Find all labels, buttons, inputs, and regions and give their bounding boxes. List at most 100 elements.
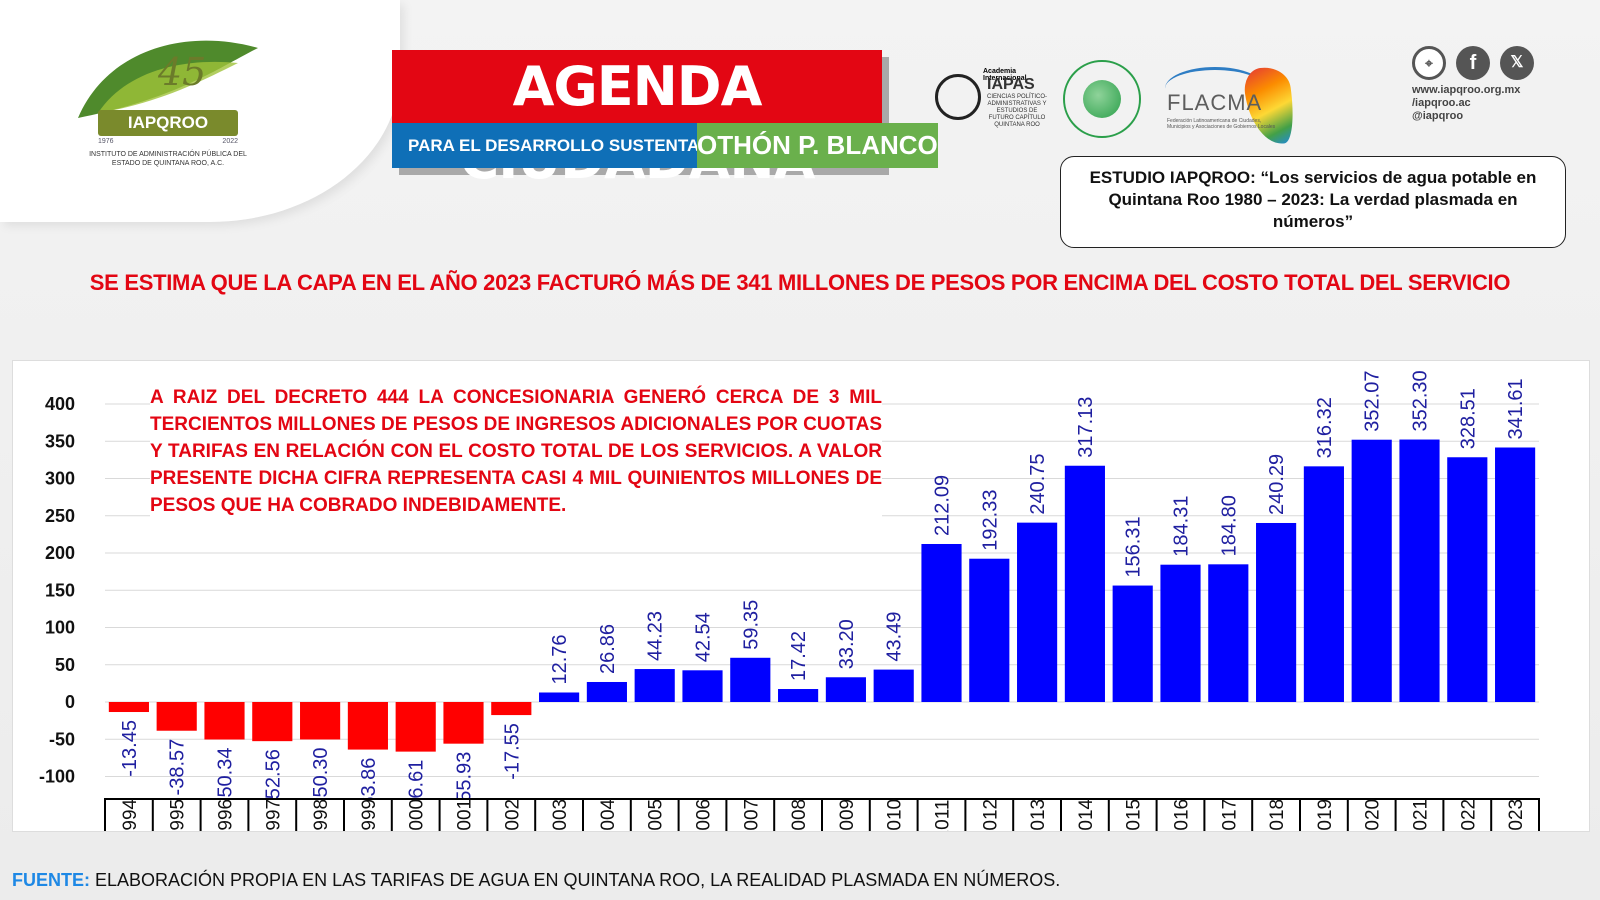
bar-1998 [300,702,341,740]
data-label: 156.31 [1123,516,1145,577]
banner-title: AGENDA CIUDADANA [392,50,882,191]
facebook-icon[interactable]: f [1456,46,1490,80]
logo-ribbon: IAPQROO [98,110,238,136]
x-tick-label: 2021 [1411,799,1432,831]
bar-2017 [1208,564,1249,702]
data-label: 33.20 [836,619,858,669]
x-tick-label: 2023 [1506,799,1527,831]
data-label: -38.57 [167,739,189,796]
x-tick-label: 2018 [1267,799,1288,831]
footer-text: ELABORACIÓN PROPIA EN LAS TARIFAS DE AGU… [90,870,1061,890]
y-tick-label: 350 [45,431,75,451]
bar-1997 [252,702,293,742]
data-label: 212.09 [932,475,954,536]
data-label: -50.30 [310,747,332,804]
data-label: -17.55 [501,723,523,780]
social-text: www.iapqroo.org.mx /iapqroo.ac @iapqroo [1412,84,1520,123]
website-link[interactable]: www.iapqroo.org.mx [1412,84,1521,96]
x-tick-label: 2010 [885,799,906,831]
data-label: 184.80 [1218,495,1240,556]
americas-globe-icon [1063,60,1141,138]
x-tick-label: 2019 [1315,799,1336,831]
data-label: 26.86 [597,624,619,674]
bar-2005 [634,669,675,702]
iapas-top: Academia Internacional [983,68,1027,82]
x-tick-label: 2008 [789,799,810,831]
year-end: 2022 [222,138,238,145]
x-icon[interactable]: 𝕏 [1500,46,1534,80]
data-label: 184.31 [1171,496,1193,557]
data-label: 352.30 [1410,370,1432,431]
data-label: 42.54 [693,612,715,662]
x-tick-label: 2013 [1028,799,1049,831]
y-tick-label: 250 [45,506,75,526]
social-handle[interactable]: @iapqroo [1412,110,1464,122]
y-tick-label: 300 [45,469,75,489]
x-tick-label: 2005 [646,799,667,831]
banner-subtitle: PARA EL DESARROLLO SUSTENTABLE DE [392,123,697,168]
bar-2020 [1351,439,1392,702]
facebook-handle[interactable]: /iapqroo.ac [1412,97,1471,109]
data-label: 341.61 [1505,378,1527,439]
flacma-name: FLACMA [1167,90,1263,115]
data-label: 59.35 [740,600,762,650]
banner-place: OTHÓN P. BLANCO [697,123,938,168]
data-label: -50.34 [215,748,237,805]
footer-label: FUENTE: [12,870,90,890]
bar-1999 [347,702,388,750]
bar-2016 [1160,564,1201,702]
web-cursor-icon[interactable]: ⌖ [1412,46,1446,80]
y-tick-label: 400 [45,394,75,414]
iapqroo-logo: 45 IAPQROO 1976 2022 INSTITUTO DE ADMINI… [58,28,278,168]
flacma-sub: Federación Latinoamericana de Ciudades, … [1167,118,1276,130]
x-tick-label: 1998 [311,799,332,831]
bar-2010 [873,669,914,702]
x-tick-label: 2020 [1363,799,1384,831]
data-label: -52.56 [262,749,284,806]
x-tick-label: 2009 [837,799,858,831]
bar-1995 [156,702,197,731]
iapas-logo: Academia Internacional IAPAS CIENCIAS PO… [935,62,1055,137]
social-block: ⌖ f 𝕏 www.iapqroo.org.mx /iapqroo.ac @ia… [1412,46,1582,136]
x-tick-label: 2022 [1458,799,1479,831]
bar-2019 [1303,466,1344,702]
x-tick-label: 1999 [359,799,380,831]
iapas-sub: CIENCIAS POLÍTICO-ADMINISTRATIVAS Y ESTU… [987,94,1048,128]
data-label: 317.13 [1075,397,1097,458]
x-tick-label: 2000 [407,799,428,831]
data-label: 316.32 [1314,397,1336,458]
x-tick-label: 1996 [216,799,237,831]
data-label: 43.49 [884,612,906,662]
study-box: ESTUDIO IAPQROO: “Los servicios de agua … [1060,156,1566,248]
bar-2013 [1017,522,1058,702]
x-tick-label: 2011 [933,800,954,831]
x-tick-label: 2017 [1219,799,1240,831]
flacma-logo: FLACMA Federación Latinoamericana de Ciu… [1165,62,1305,152]
bar-2002 [491,702,532,716]
data-label: 240.29 [1266,454,1288,515]
bar-2001 [443,702,484,744]
data-label: 328.51 [1457,388,1479,449]
headline: SE ESTIMA QUE LA CAPA EN EL AÑO 2023 FAC… [89,270,1511,295]
agenda-banner: AGENDA CIUDADANA PARA EL DESARROLLO SUST… [392,50,938,191]
bar-2014 [1064,465,1105,702]
banner-bottom: PARA EL DESARROLLO SUSTENTABLE DE OTHÓN … [392,123,938,168]
data-label: -55.93 [454,752,476,809]
data-label: 352.07 [1362,371,1384,432]
bar-1996 [204,702,245,740]
x-tick-label: 2002 [502,799,523,831]
x-tick-label: 2015 [1124,799,1145,831]
source-footer: FUENTE: ELABORACIÓN PROPIA EN LAS TARIFA… [12,870,1060,891]
y-tick-label: 100 [45,618,75,638]
x-tick-label: 2012 [980,799,1001,831]
bar-2021 [1399,439,1440,702]
bar-2022 [1447,457,1488,702]
bar-2006 [682,670,723,702]
x-tick-label: 2004 [598,798,619,831]
bar-2008 [778,689,819,702]
bar-2003 [539,692,580,702]
logo-years: 1976 2022 [98,138,238,145]
data-label: 192.33 [979,490,1001,551]
bar-2000 [395,702,436,752]
data-label: 240.75 [1027,453,1049,514]
